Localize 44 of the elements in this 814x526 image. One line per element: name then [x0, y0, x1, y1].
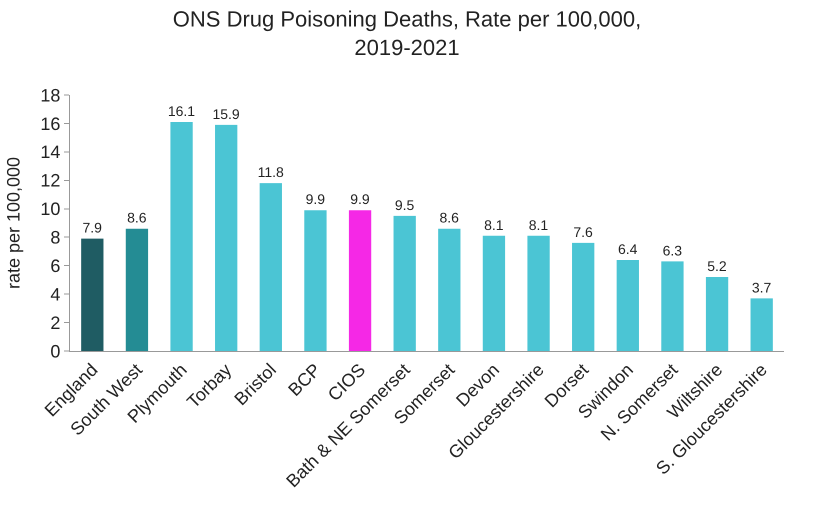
y-tick-label: 4 — [50, 284, 60, 304]
data-label: 11.8 — [258, 164, 284, 180]
data-label: 3.7 — [752, 279, 772, 296]
data-label: 8.6 — [127, 210, 147, 226]
data-label: 5.2 — [707, 258, 727, 274]
data-label: 9.5 — [394, 196, 415, 213]
data-label: 8.6 — [439, 210, 460, 226]
bar — [81, 238, 104, 351]
bar — [661, 261, 684, 351]
bar — [527, 236, 550, 351]
y-tick-label: 10 — [40, 199, 60, 220]
data-label: 8.1 — [484, 216, 504, 233]
data-label: 9.9 — [350, 191, 370, 208]
y-tick-label: 2 — [50, 312, 60, 333]
data-label: 15.9 — [212, 106, 240, 122]
y-tick-label: 16 — [40, 114, 60, 134]
bar — [482, 236, 506, 351]
bar — [616, 260, 639, 351]
y-tick-label: 6 — [50, 256, 60, 276]
y-tick-label: 12 — [40, 170, 60, 191]
bar — [304, 210, 327, 351]
data-label: 6.4 — [618, 240, 638, 257]
bar — [126, 228, 148, 351]
data-label: 7.6 — [573, 224, 594, 240]
y-axis-title: rate per 100,000 — [4, 156, 24, 290]
data-label: 7.9 — [82, 220, 102, 236]
y-tick-label: 0 — [50, 341, 60, 362]
bar — [348, 210, 372, 351]
bar — [438, 228, 460, 351]
y-tick-label: 18 — [40, 85, 60, 106]
bar — [215, 124, 238, 351]
bar — [260, 183, 282, 351]
bar — [750, 298, 773, 351]
bar — [572, 242, 594, 351]
data-label: 9.9 — [306, 191, 326, 208]
data-label: 16.1 — [168, 103, 196, 120]
bar — [170, 122, 193, 351]
data-label: 6.3 — [662, 242, 682, 258]
y-tick-label: 8 — [50, 228, 60, 248]
data-label: 8.1 — [528, 216, 548, 233]
bar — [706, 277, 728, 351]
y-tick-label: 14 — [40, 142, 60, 162]
chart-title: ONS Drug Poisoning Deaths, Rate per 100,000, 2019-2021 — [172, 6, 642, 60]
bar — [394, 216, 416, 351]
